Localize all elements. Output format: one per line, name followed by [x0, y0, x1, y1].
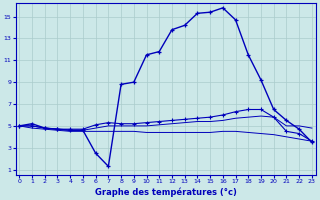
X-axis label: Graphe des températures (°c): Graphe des températures (°c): [95, 187, 236, 197]
